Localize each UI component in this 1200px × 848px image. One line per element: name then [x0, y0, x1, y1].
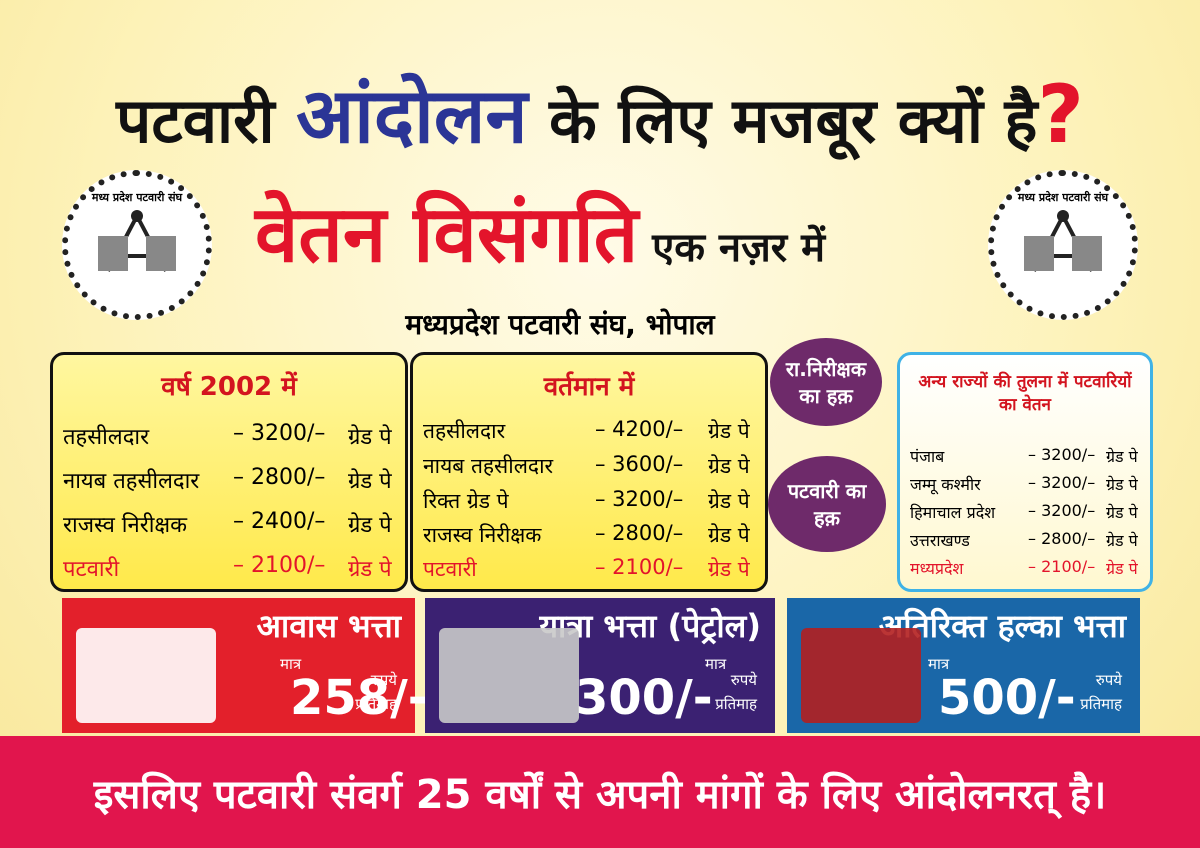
allowance-period: प्रतिमाह: [1080, 695, 1122, 713]
logo-emblem: [98, 210, 176, 272]
row-pay: – 3200/–: [233, 421, 326, 446]
org-name: मध्यप्रदेश पटवारी संघ, भोपाल: [405, 308, 715, 341]
title-text: के लिए मजबूर क्यों है: [549, 84, 1038, 157]
subtitle-highlight: वेतन विसंगति: [255, 190, 639, 280]
row-grade: ग्रेड पे: [1106, 475, 1138, 494]
allowance-prefix: मात्र: [705, 655, 727, 673]
row-grade: ग्रेड पे: [708, 419, 750, 443]
allowance-unit: रुपये: [370, 671, 397, 689]
row-post: जम्मू कश्मीर: [910, 475, 981, 494]
row-pay: – 3200/–: [1028, 445, 1096, 464]
allowance-icon: [439, 628, 579, 723]
footer-banner: इसलिए पटवारी संवर्ग 25 वर्षों से अपनी मा…: [0, 736, 1200, 848]
row-pay: – 2100/–: [233, 553, 326, 578]
row-post: राजस्व निरीक्षक: [423, 523, 542, 547]
logo-emblem: [1024, 210, 1102, 272]
row-grade: ग्रेड पे: [1106, 447, 1138, 466]
title-highlight: आंदोलन: [296, 71, 528, 160]
row-pay: – 2800/–: [233, 465, 326, 490]
row-grade: ग्रेड पे: [348, 513, 392, 538]
allowance-unit: रुपये: [730, 671, 757, 689]
panel-title: वर्ष 2002 में: [161, 372, 297, 402]
logo: मध्य प्रदेश पटवारी संघ: [62, 170, 212, 320]
allowance-amount: 258/-: [290, 670, 428, 726]
row-grade: ग्रेड पे: [1106, 559, 1138, 578]
row-grade: ग्रेड पे: [708, 489, 750, 513]
logo-text: मध्य प्रदेश पटवारी संघ: [91, 191, 183, 204]
row-pay: – 2800/–: [595, 521, 684, 545]
row-grade: ग्रेड पे: [708, 557, 750, 581]
row-post: राजस्व निरीक्षक: [63, 513, 188, 538]
allowance-period: प्रतिमाह: [355, 695, 397, 713]
subtitle: वेतन विसंगति एक नज़र में: [255, 178, 825, 284]
allowance-prefix: मात्र: [928, 655, 950, 673]
row-post: तहसीलदार: [423, 419, 506, 443]
panel-title: अन्य राज्यों की तुलना में पटवारियों का व…: [918, 372, 1132, 415]
subtitle-rest: एक नज़र में: [652, 225, 826, 271]
speech-bubble: पटवारी का हक़: [768, 456, 886, 552]
row-grade: ग्रेड पे: [708, 523, 750, 547]
allowance-period: प्रतिमाह: [715, 695, 757, 713]
pay-panel: अन्य राज्यों की तुलना में पटवारियों का व…: [897, 352, 1153, 592]
speech-bubble: रा.निरीक्षक का हक़: [770, 338, 882, 426]
logo-text: मध्य प्रदेश पटवारी संघ: [1017, 191, 1109, 204]
title-text: पटवारी: [116, 84, 275, 157]
allowance-icon: [801, 628, 921, 723]
row-grade: ग्रेड पे: [1106, 531, 1138, 550]
question-mark: ?: [1037, 68, 1084, 161]
allowance-unit: रुपये: [1095, 671, 1122, 689]
pay-panel: वर्ष 2002 में तहसीलदार – 3200/– ग्रेड पे नाय…: [50, 352, 408, 592]
row-post: हिमाचाल प्रदेश: [910, 503, 996, 522]
pay-panel: वर्तमान में तहसीलदार – 4200/– ग्रेड पे नायब …: [410, 352, 768, 592]
row-pay: – 3200/–: [595, 487, 684, 511]
row-grade: ग्रेड पे: [708, 454, 750, 478]
row-pay: – 4200/–: [595, 417, 684, 441]
row-pay: – 3200/–: [1028, 473, 1096, 492]
row-post: पटवारी: [423, 557, 477, 581]
row-grade: ग्रेड पे: [348, 557, 392, 582]
row-post: मध्यप्रदेश: [910, 559, 964, 578]
row-grade: ग्रेड पे: [348, 469, 392, 494]
row-post: पटवारी: [63, 557, 120, 582]
row-pay: – 2100/–: [595, 555, 684, 579]
row-post: उत्तराखण्ड: [910, 531, 970, 550]
row-post: नायब तहसीलदार: [63, 469, 200, 494]
allowance-title: आवास भत्ता: [256, 607, 401, 645]
allowance-box: आवास भत्ता मात्र 258/- रुपये प्रतिमाह: [62, 598, 428, 733]
row-post: पंजाब: [910, 447, 945, 466]
allowance-box: यात्रा भत्ता (पेट्रोल) मात्र 300/- रुपये प्र…: [425, 598, 775, 733]
allowance-amount: 500/-: [938, 670, 1076, 726]
row-grade: ग्रेड पे: [348, 425, 392, 450]
row-post: रिक्त ग्रेड पे: [423, 489, 509, 513]
row-pay: – 3200/–: [1028, 501, 1096, 520]
row-pay: – 3600/–: [595, 452, 684, 476]
row-grade: ग्रेड पे: [1106, 503, 1138, 522]
row-pay: – 2400/–: [233, 509, 326, 534]
panel-title: वर्तमान में: [543, 372, 635, 402]
allowance-icon: [76, 628, 216, 723]
logo: मध्य प्रदेश पटवारी संघ: [988, 170, 1138, 320]
row-post: नायब तहसीलदार: [423, 454, 554, 478]
row-post: तहसीलदार: [63, 425, 150, 450]
allowance-amount: 300/-: [575, 670, 713, 726]
allowance-prefix: मात्र: [280, 655, 302, 673]
row-pay: – 2800/–: [1028, 529, 1096, 548]
title: पटवारी आंदोलन के लिए मजबूर क्यों है?: [0, 62, 1200, 165]
allowance-box: अतिरिक्त हल्का भत्ता मात्र 500/- रुपये प्रति…: [787, 598, 1140, 733]
row-pay: – 2100/–: [1028, 557, 1096, 576]
